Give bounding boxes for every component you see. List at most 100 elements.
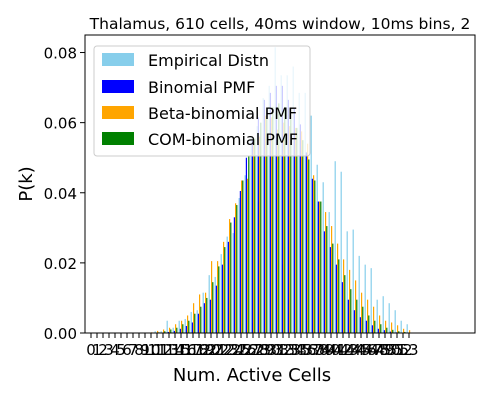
bar-betabinomial-39: [325, 212, 326, 333]
bar-binomial-17: [192, 322, 193, 333]
bar-binomial-46: [366, 321, 367, 333]
bar-empirical-18: [197, 310, 198, 333]
legend-label-betabinomial: Beta-binomial PMF: [148, 104, 297, 123]
bar-betabinomial-46: [367, 300, 368, 333]
bar-betabinomial-31: [277, 130, 278, 333]
bar-betabinomial-23: [229, 219, 230, 333]
legend-label-binomial: Binomial PMF: [148, 78, 255, 97]
bar-combinomial-15: [182, 324, 183, 333]
bar-empirical-46: [365, 265, 366, 333]
bar-betabinomial-36: [307, 144, 308, 333]
bar-empirical-38: [317, 165, 318, 333]
bar-combinomial-23: [230, 223, 231, 333]
bar-empirical-22: [221, 254, 222, 333]
bar-combinomial-14: [176, 328, 177, 333]
bar-betabinomial-38: [319, 202, 320, 333]
bar-combinomial-48: [380, 324, 381, 333]
bar-betabinomial-22: [223, 242, 224, 333]
bar-empirical-49: [383, 296, 384, 333]
legend-label-empirical: Empirical Distn: [148, 51, 269, 70]
bar-empirical-21: [215, 277, 216, 333]
bar-empirical-40: [329, 212, 330, 333]
bar-binomial-26: [246, 158, 247, 333]
bar-binomial-39: [324, 231, 325, 333]
bar-empirical-16: [185, 319, 186, 333]
bar-empirical-43: [347, 231, 348, 333]
bar-betabinomial-43: [349, 270, 350, 333]
bar-combinomial-39: [326, 226, 327, 333]
bar-betabinomial-41: [337, 244, 338, 333]
bar-betabinomial-48: [379, 315, 380, 333]
bar-binomial-23: [228, 242, 229, 333]
bar-combinomial-13: [170, 329, 171, 333]
bar-combinomial-17: [194, 314, 195, 333]
bar-empirical-15: [179, 321, 180, 333]
bar-binomial-42: [342, 282, 343, 333]
legend-label-combinomial: COM-binomial PMF: [148, 130, 298, 149]
x-axis: 0123456789101112131415161718192021222324…: [86, 333, 418, 359]
legend-swatch-empirical: [102, 53, 134, 66]
bar-binomial-43: [348, 300, 349, 333]
bar-empirical-52: [401, 321, 402, 333]
bar-betabinomial-19: [205, 293, 206, 333]
bar-betabinomial-50: [391, 322, 392, 333]
bar-binomial-40: [330, 247, 331, 333]
bar-betabinomial-17: [193, 303, 194, 333]
bar-empirical-24: [233, 233, 234, 333]
bar-combinomial-37: [314, 180, 315, 333]
bar-betabinomial-28: [259, 137, 260, 333]
bar-betabinomial-47: [373, 307, 374, 333]
bar-empirical-25: [239, 198, 240, 333]
bar-combinomial-16: [188, 321, 189, 333]
bar-betabinomial-44: [355, 280, 356, 333]
bar-empirical-47: [371, 268, 372, 333]
bar-empirical-53: [407, 324, 408, 333]
y-tick-label: 0.02: [44, 255, 77, 273]
bar-combinomial-43: [350, 289, 351, 333]
bar-betabinomial-49: [385, 321, 386, 333]
bar-betabinomial-27: [253, 144, 254, 333]
bar-empirical-48: [377, 300, 378, 333]
bar-betabinomial-40: [331, 226, 332, 333]
bar-binomial-48: [378, 329, 379, 333]
bar-binomial-36: [306, 152, 307, 333]
bar-empirical-20: [209, 275, 210, 333]
bar-binomial-24: [234, 217, 235, 333]
bar-empirical-41: [335, 161, 336, 333]
bar-betabinomial-21: [217, 261, 218, 333]
bar-empirical-39: [323, 182, 324, 333]
bar-betabinomial-13: [169, 328, 170, 333]
bar-binomial-45: [360, 317, 361, 333]
bar-combinomial-40: [332, 244, 333, 333]
bar-combinomial-25: [242, 180, 243, 333]
bar-combinomial-44: [356, 300, 357, 333]
bar-empirical-51: [395, 310, 396, 333]
bar-empirical-17: [191, 312, 192, 333]
bar-combinomial-26: [248, 156, 249, 333]
bar-combinomial-35: [302, 140, 303, 333]
bar-binomial-25: [240, 191, 241, 333]
bar-combinomial-21: [218, 266, 219, 333]
bar-betabinomial-45: [361, 293, 362, 333]
bar-binomial-37: [312, 179, 313, 333]
bar-binomial-20: [210, 300, 211, 333]
bar-betabinomial-25: [241, 180, 242, 333]
bar-combinomial-36: [308, 159, 309, 333]
bar-empirical-44: [353, 230, 354, 333]
bar-betabinomial-16: [187, 315, 188, 333]
bar-betabinomial-35: [301, 131, 302, 333]
bar-binomial-19: [204, 303, 205, 333]
bar-empirical-27: [251, 137, 252, 333]
bar-betabinomial-52: [403, 329, 404, 333]
bar-betabinomial-14: [175, 324, 176, 333]
bar-combinomial-20: [212, 282, 213, 333]
bar-empirical-45: [359, 256, 360, 333]
bar-empirical-42: [341, 172, 342, 333]
bar-binomial-16: [186, 326, 187, 333]
bar-betabinomial-12: [163, 329, 164, 333]
bar-binomial-27: [252, 140, 253, 333]
bar-binomial-21: [216, 286, 217, 333]
bar-binomial-38: [318, 202, 319, 333]
